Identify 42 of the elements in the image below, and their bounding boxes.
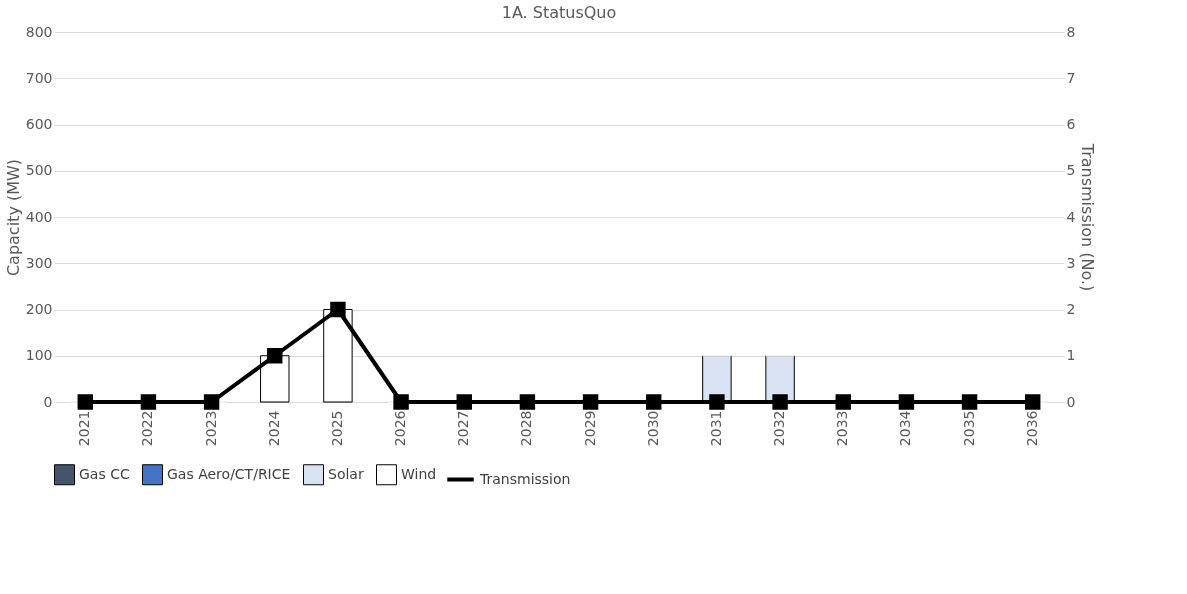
x-tick-label: 2025 xyxy=(328,410,345,447)
x-tick-label: 2032 xyxy=(771,410,788,447)
legend-label: Gas CC xyxy=(79,465,130,482)
x-tick-label: 2034 xyxy=(897,410,914,447)
x-tick-label: 2031 xyxy=(707,410,724,447)
y-axis-title: Capacity (MW) xyxy=(3,158,23,277)
x-tick-label: 2029 xyxy=(581,410,598,447)
y-tick-label: 0 xyxy=(43,393,53,410)
x-tick-label: 2026 xyxy=(392,410,409,447)
y2-tick-label: 6 xyxy=(1066,116,1076,132)
legend-label: Solar xyxy=(328,465,364,482)
y2-tick-label: 2 xyxy=(1066,301,1076,317)
y2-tick-label: 3 xyxy=(1066,254,1076,271)
x-tick-label: 2033 xyxy=(834,410,851,447)
chart-title: 1A. StatusQuo xyxy=(501,3,617,22)
y-tick-label: 700 xyxy=(25,69,53,86)
legend-label: Transmission xyxy=(479,470,571,487)
y2-axis-title: Transmission (No.) xyxy=(1078,142,1098,292)
y2-tick-label: 4 xyxy=(1066,208,1076,225)
x-tick-label: 2027 xyxy=(455,410,472,447)
x-tick-label: 2023 xyxy=(202,410,219,447)
y2-tick-label: 5 xyxy=(1066,162,1076,179)
y2-tick-label: 0 xyxy=(1066,393,1076,410)
y2-tick-label: 1 xyxy=(1066,347,1076,364)
y-tick-label: 600 xyxy=(25,116,53,132)
x-tick-label: 2035 xyxy=(960,410,977,447)
x-tick-label: 2021 xyxy=(76,410,93,447)
x-tick-label: 2036 xyxy=(1023,410,1040,447)
y-tick-label: 400 xyxy=(25,208,53,225)
x-tick-label: 2024 xyxy=(265,410,282,447)
x-tick-label: 2022 xyxy=(139,410,156,447)
x-tick-label: 2030 xyxy=(644,410,661,447)
y-tick-label: 300 xyxy=(25,254,53,271)
x-tick-label: 2028 xyxy=(518,410,535,447)
y2-tick-label: 7 xyxy=(1066,69,1076,86)
y2-tick-label: 8 xyxy=(1066,23,1076,40)
y-tick-label: 200 xyxy=(25,301,53,317)
y-tick-label: 500 xyxy=(25,162,53,179)
y-tick-label: 800 xyxy=(25,23,53,40)
y-tick-label: 100 xyxy=(25,347,53,364)
legend-label: Wind xyxy=(401,465,437,482)
legend-label: Gas Aero/CT/RICE xyxy=(167,465,291,482)
